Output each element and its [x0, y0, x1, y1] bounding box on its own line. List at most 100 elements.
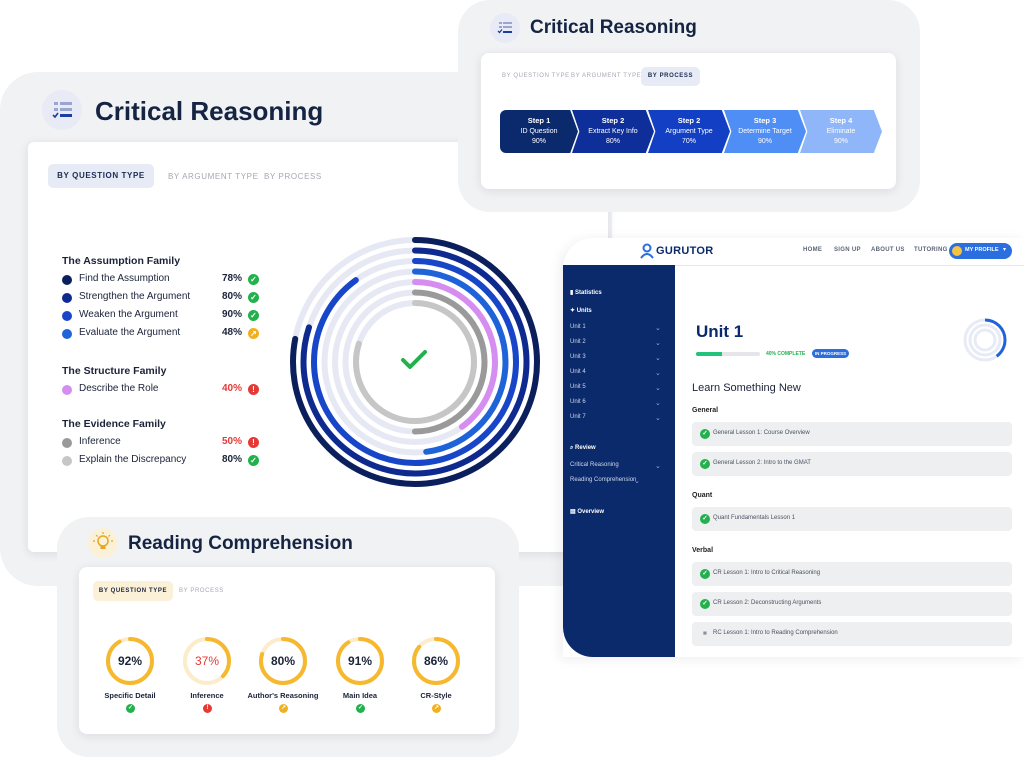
tab-by-process[interactable]: BY PROCESS: [641, 67, 700, 86]
tab-by-question-type[interactable]: BY QUESTION TYPE: [48, 164, 154, 188]
list-item[interactable]: Describe the Role 40% !: [62, 383, 262, 397]
unit-title: Unit 1: [696, 322, 744, 341]
lesson-item[interactable]: ✓ General Lesson 1: Course Overview: [692, 422, 1012, 446]
sidebar-item-review[interactable]: ⌕ Review: [570, 445, 596, 452]
process-step-2[interactable]: Step 2 Extract Key Info 80%: [572, 110, 654, 153]
sidebar-item-unit-2[interactable]: Unit 2 ⌄: [570, 339, 661, 347]
list-item[interactable]: Find the Assumption 78% ✓: [62, 273, 262, 287]
tab-by-question-type[interactable]: BY QUESTION TYPE: [502, 73, 570, 79]
item-percent: 90%: [222, 309, 243, 320]
process-step-5[interactable]: Step 4 Eliminate 90%: [800, 110, 882, 153]
check-icon: ✓: [700, 599, 710, 609]
legend-dot: [62, 438, 72, 448]
lesson-label: General Lesson 2: Intro to the GMAT: [713, 460, 811, 466]
step-percent: 90%: [833, 138, 848, 145]
ring-arc-2: [300, 247, 530, 477]
nav-tutoring[interactable]: TUTORING: [914, 247, 948, 253]
step-percent: 90%: [531, 138, 546, 145]
list-item[interactable]: Explain the Discrepancy 80% ✓: [62, 454, 262, 468]
sidebar-item-reading-comprehension[interactable]: Reading Comprehension ⌄: [570, 477, 640, 485]
ring-arc-7: [353, 300, 477, 424]
section-heading: Quant: [692, 492, 713, 499]
sidebar-item-units[interactable]: ✦ Units: [570, 307, 592, 314]
list-item[interactable]: Evaluate the Argument 48% ↗: [62, 327, 262, 341]
rc-title: Reading Comprehension: [128, 533, 353, 554]
rc-ring-arc: [183, 637, 231, 685]
tab-by-argument-type[interactable]: BY ARGUMENT TYPE: [571, 73, 642, 79]
process-step-4[interactable]: Step 3 Determine Target 90%: [724, 110, 806, 153]
nav-about-us[interactable]: ABOUT US: [871, 247, 905, 253]
check-icon: ✓: [700, 459, 710, 469]
search-icon: ⌕: [570, 445, 574, 451]
brand-logo[interactable]: GURUTOR: [656, 245, 714, 257]
nav-home[interactable]: HOME: [803, 247, 823, 253]
progress-ring: [336, 637, 384, 685]
sidebar-item-unit-5[interactable]: Unit 5 ⌄: [570, 384, 661, 392]
check-icon: ✓: [356, 704, 365, 713]
chevron-down-icon: ⌄: [655, 325, 661, 332]
lesson-label: General Lesson 1: Course Overview: [713, 430, 810, 436]
tab-by-question-type[interactable]: BY QUESTION TYPE: [93, 581, 173, 601]
ring-percent: 86%: [423, 654, 449, 668]
family-heading: The Structure Family: [62, 365, 167, 377]
lesson-label: CR Lesson 2: Deconstructing Arguments: [713, 600, 822, 606]
tab-by-process[interactable]: BY PROCESS: [179, 588, 224, 594]
family-heading: The Evidence Family: [62, 418, 166, 430]
progress-ring: [259, 637, 307, 685]
item-percent: 80%: [222, 291, 243, 302]
progress-text: 40% COMPLETE: [766, 351, 806, 357]
sidebar-item-unit-6[interactable]: Unit 6 ⌄: [570, 399, 661, 407]
nav-sign-up[interactable]: SIGN UP: [834, 247, 861, 253]
sidebar-item-critical-reasoning[interactable]: Critical Reasoning ⌄: [570, 462, 661, 470]
process-step-3[interactable]: Step 2 Argument Type 70%: [648, 110, 730, 153]
chevron-down-icon: ⌄: [634, 478, 640, 485]
chevron-down-icon: ⌄: [655, 463, 661, 470]
alert-icon: !: [248, 384, 259, 395]
list-item[interactable]: Strengthen the Argument 80% ✓: [62, 291, 262, 305]
lesson-item[interactable]: ■ RC Lesson 1: Intro to Reading Comprehen…: [692, 622, 1012, 646]
legend-dot: [62, 275, 72, 285]
profile-button[interactable]: MY PROFILE ▾: [949, 243, 1012, 259]
sidebar-item-label: Unit 6: [570, 399, 586, 405]
check-icon: ✓: [700, 429, 710, 439]
ring-arc-6: [342, 289, 488, 435]
step-name: Determine Target: [738, 127, 792, 135]
tab-by-process[interactable]: BY PROCESS: [264, 172, 322, 181]
alert-icon: !: [203, 704, 212, 713]
lesson-item[interactable]: ✓ Quant Fundamentals Lesson 1: [692, 507, 1012, 531]
bar-chart-icon: ▮: [570, 290, 574, 296]
lesson-item[interactable]: ✓ CR Lesson 1: Intro to Critical Reasonin…: [692, 562, 1012, 586]
sidebar-item-label: Critical Reasoning: [570, 462, 619, 468]
item-percent: 50%: [222, 436, 243, 447]
ring-arc-4: [321, 268, 509, 456]
lightbulb-icon: [88, 528, 118, 558]
arrow-up-icon: ↗: [279, 704, 288, 713]
check-icon: ✓: [248, 455, 259, 466]
sidebar-item-label: Reading Comprehension: [570, 477, 637, 483]
legend-dot: [62, 385, 72, 395]
ring-percent: 80%: [270, 654, 296, 668]
sidebar-item-overview[interactable]: ▤ Overview: [570, 508, 604, 515]
progress-ring: [183, 637, 231, 685]
ring-label: Specific Detail: [104, 691, 156, 700]
tab-by-argument-type[interactable]: BY ARGUMENT TYPE: [168, 172, 259, 181]
arrow-up-icon: ↗: [432, 704, 441, 713]
list-item[interactable]: Inference 50% !: [62, 436, 262, 450]
sidebar-item-unit-4[interactable]: Unit 4 ⌄: [570, 369, 661, 377]
section-heading: General: [692, 407, 719, 414]
status-badge: IN PROGRESS: [812, 349, 849, 358]
list-item[interactable]: Weaken the Argument 90% ✓: [62, 309, 262, 323]
lesson-item[interactable]: ✓ General Lesson 2: Intro to the GMAT: [692, 452, 1012, 476]
ring-label: CR-Style: [420, 691, 452, 700]
sidebar-item-statistics[interactable]: ▮ Statistics: [570, 289, 602, 296]
legend-dot: [62, 329, 72, 339]
rc-ring-arc: [336, 637, 384, 685]
process-step-1[interactable]: Step 1 ID Question 90%: [500, 110, 578, 153]
step-percent: 70%: [681, 138, 696, 145]
sidebar-item-unit-1[interactable]: Unit 1 ⌄: [570, 324, 661, 332]
sidebar-item-label: Unit 3: [570, 354, 586, 360]
sidebar-item-unit-3[interactable]: Unit 3 ⌄: [570, 354, 661, 362]
rc-ring-arc: [106, 637, 154, 685]
lesson-item[interactable]: ✓ CR Lesson 2: Deconstructing Arguments: [692, 592, 1012, 616]
sidebar-item-unit-7[interactable]: Unit 7 ⌄: [570, 414, 661, 422]
